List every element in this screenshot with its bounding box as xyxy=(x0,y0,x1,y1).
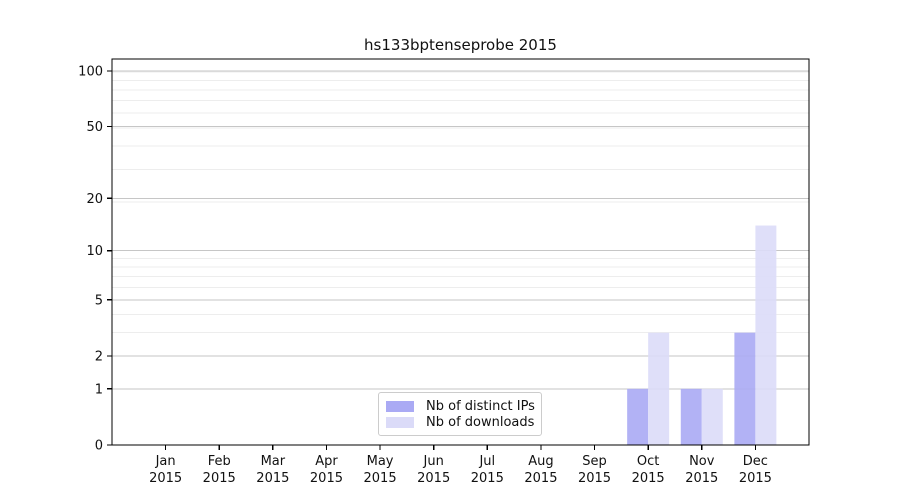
x-tick-label-year: 2015 xyxy=(256,471,289,486)
y-tick-label: 5 xyxy=(95,293,103,308)
legend-swatch-distinct-ips-icon xyxy=(386,401,414,412)
legend-swatch-downloads-icon xyxy=(386,417,414,428)
x-tick-label-year: 2015 xyxy=(524,471,557,486)
y-tick-label: 20 xyxy=(86,192,103,207)
legend-item-distinct-ips: Nb of distinct IPs xyxy=(386,399,535,414)
legend-label-distinct-ips: Nb of distinct IPs xyxy=(426,399,535,414)
x-tick-label-month: Jul xyxy=(478,454,495,469)
x-tick-label-year: 2015 xyxy=(578,471,611,486)
x-tick-label-month: Oct xyxy=(637,454,659,469)
x-tick-label-month: Apr xyxy=(315,454,338,469)
x-tick-label-year: 2015 xyxy=(685,471,718,486)
bar-distinct-ips xyxy=(734,332,756,445)
bar-distinct-ips xyxy=(627,388,649,445)
y-tick-label: 100 xyxy=(78,65,103,80)
legend-label-downloads: Nb of downloads xyxy=(426,415,535,430)
y-tick-label: 50 xyxy=(86,120,103,135)
x-tick-label-year: 2015 xyxy=(417,471,450,486)
axes-frame xyxy=(111,58,810,446)
x-tick-label-year: 2015 xyxy=(739,471,772,486)
x-tick-label-month: Jan xyxy=(155,454,176,469)
y-tick-label: 1 xyxy=(95,382,103,397)
x-tick-label-year: 2015 xyxy=(203,471,236,486)
x-tick-label-month: Dec xyxy=(743,454,768,469)
x-tick-label-year: 2015 xyxy=(310,471,343,486)
x-tick-label-year: 2015 xyxy=(632,471,665,486)
x-tick-label-month: Feb xyxy=(208,454,231,469)
bar-distinct-ips xyxy=(680,388,702,445)
x-tick-label-month: May xyxy=(367,454,394,469)
chart-title: hs133bptenseprobe 2015 xyxy=(364,36,557,54)
bar-downloads xyxy=(701,388,723,445)
x-tick-label-year: 2015 xyxy=(364,471,397,486)
legend: Nb of distinct IPs Nb of downloads xyxy=(378,392,542,436)
x-tick-label-month: Jun xyxy=(423,454,444,469)
bar-downloads xyxy=(648,332,670,445)
x-tick-label-year: 2015 xyxy=(471,471,504,486)
x-tick-label-year: 2015 xyxy=(149,471,182,486)
x-tick-label-month: Mar xyxy=(261,454,286,469)
bar-downloads xyxy=(755,225,777,445)
x-tick-label-month: Aug xyxy=(528,454,553,469)
y-tick-label: 10 xyxy=(86,244,103,259)
y-tick-label: 2 xyxy=(95,349,103,364)
x-tick-label-month: Sep xyxy=(582,454,607,469)
legend-item-downloads: Nb of downloads xyxy=(386,415,535,430)
x-tick-label-month: Nov xyxy=(689,454,715,469)
y-tick-label: 0 xyxy=(95,439,103,454)
